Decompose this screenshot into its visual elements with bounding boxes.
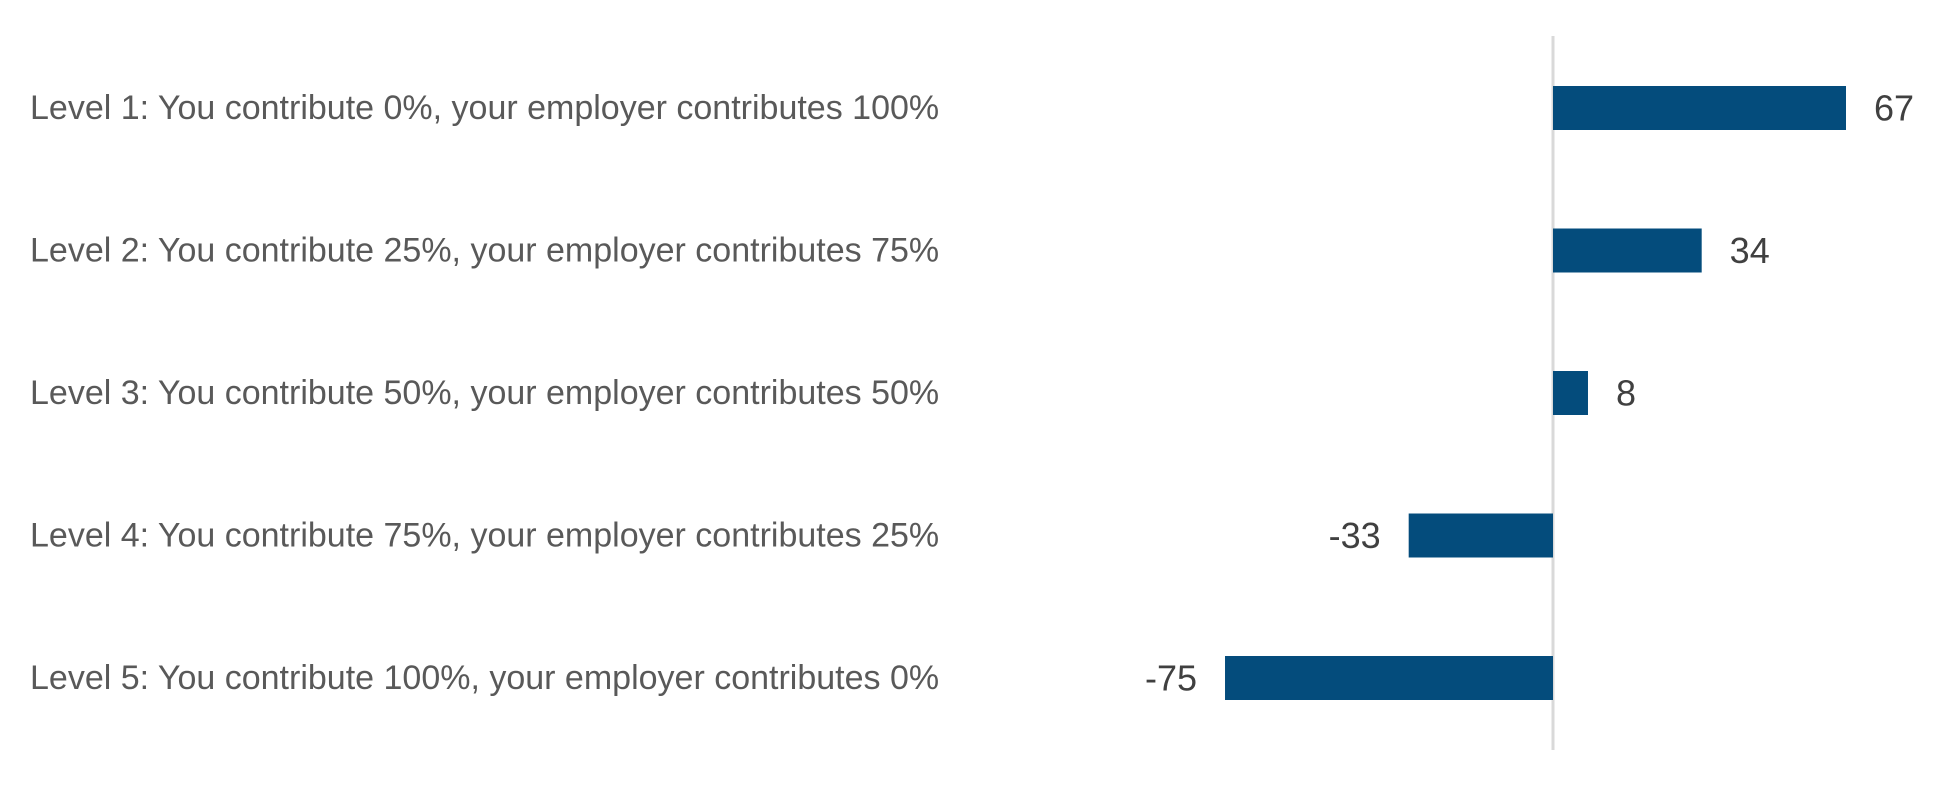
category-label-level-5: Level 5: You contribute 100%, your emplo… xyxy=(30,659,939,697)
bar-level-5 xyxy=(1225,656,1553,700)
category-label-level-2: Level 2: You contribute 25%, your employ… xyxy=(30,232,939,270)
data-label-level-4: -33 xyxy=(1329,515,1381,556)
data-label-level-3: 8 xyxy=(1616,373,1636,414)
category-label-level-4: Level 4: You contribute 75%, your employ… xyxy=(30,517,939,555)
data-label-level-1: 67 xyxy=(1874,88,1914,129)
bar-level-1 xyxy=(1553,86,1846,130)
bar-level-2 xyxy=(1553,228,1702,273)
bars xyxy=(1225,86,1846,700)
data-label-level-2: 34 xyxy=(1730,230,1770,271)
bar-level-3 xyxy=(1553,371,1588,415)
category-labels: Level 1: You contribute 0%, your employe… xyxy=(30,89,939,697)
category-label-level-1: Level 1: You contribute 0%, your employe… xyxy=(30,89,939,127)
data-label-level-5: -75 xyxy=(1145,658,1197,699)
bar-level-4 xyxy=(1408,513,1553,558)
data-labels: 67 34 8 -33 -75 xyxy=(1145,88,1914,699)
category-label-level-3: Level 3: You contribute 50%, your employ… xyxy=(30,374,939,412)
